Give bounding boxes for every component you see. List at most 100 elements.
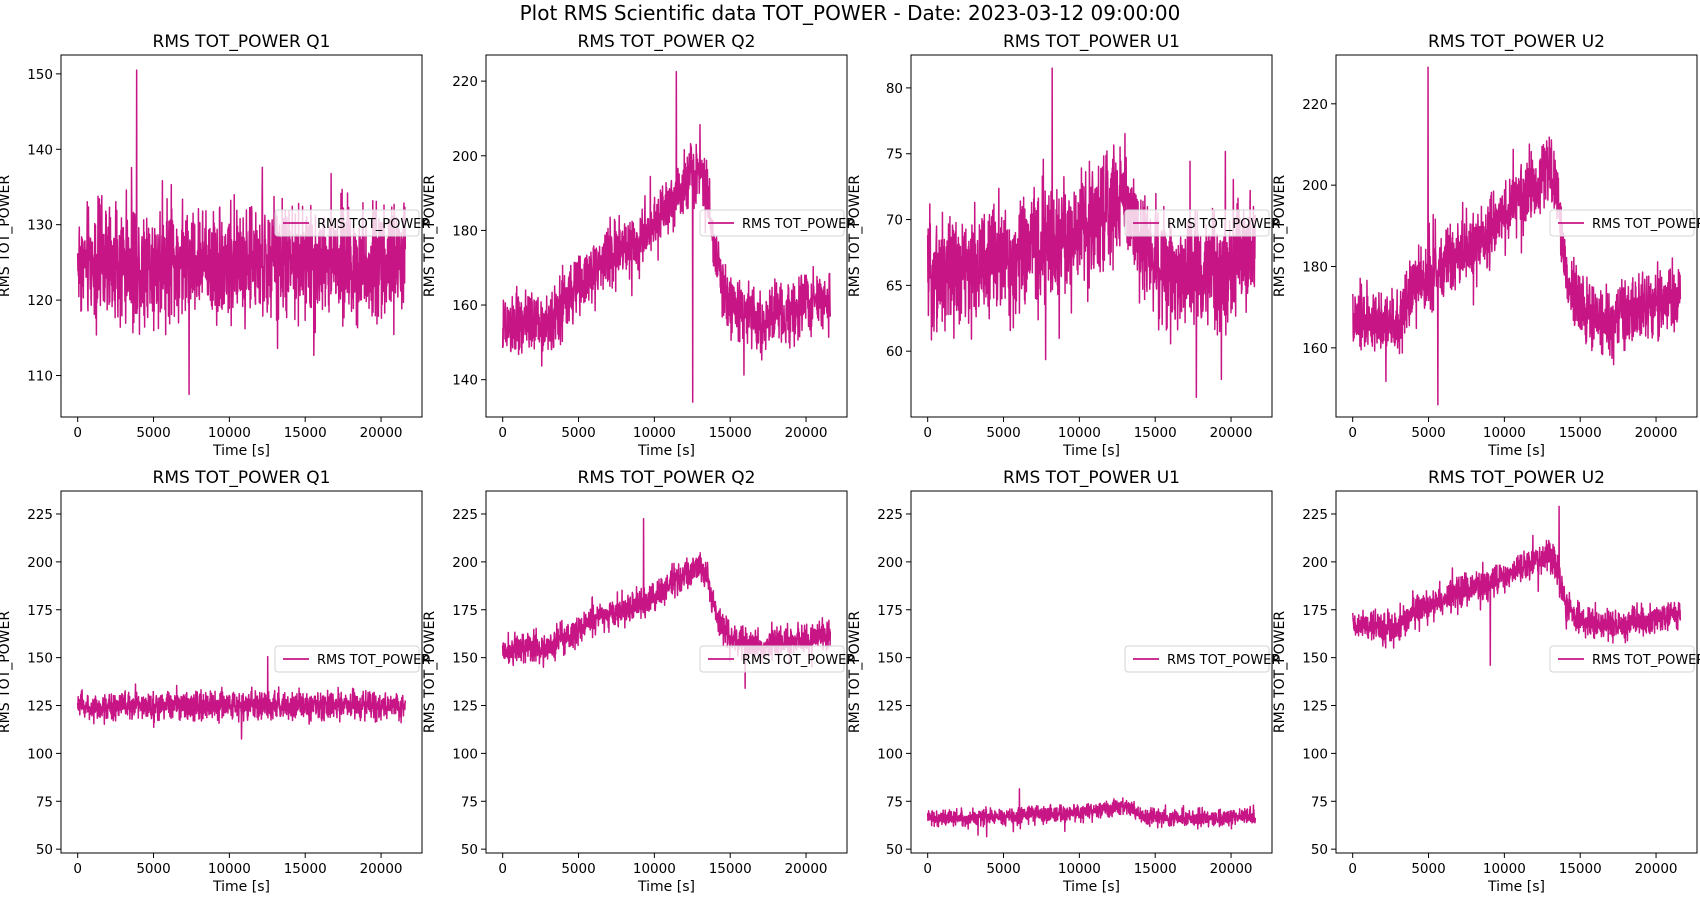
axes-frame [60,490,423,854]
legend-box [699,209,845,237]
x-tick-label: 15000 [1134,425,1177,441]
legend-label: RMS TOT_POWER [1592,653,1700,668]
x-tick-label: 10000 [1483,425,1526,441]
y-tick-label: 200 [452,149,478,165]
y-tick-label: 50 [1311,842,1328,858]
x-tick-label: 0 [923,425,932,441]
series-line [926,67,1257,398]
x-axis-label: Time [s] [637,879,695,895]
x-tick-label: 20000 [1210,425,1253,441]
y-tick-label: 100 [27,746,53,762]
y-tick-label: 200 [452,555,478,571]
y-tick-label: 150 [27,67,53,83]
x-tick-label: 10000 [633,425,676,441]
y-tick-label: 125 [27,699,53,715]
y-axis-label: RMS TOT_POWER [847,175,863,297]
chart-panel-2: RMS TOT_POWER Q2 0 5000 10000 15000 20000 140 1… [422,32,855,459]
axes-frame [60,54,423,418]
chart-panel-3: RMS TOT_POWER U1 0 5000 10000 15000 20000 60 65… [847,32,1280,459]
x-tick-label: 20000 [360,425,403,441]
x-tick-label: 5000 [1411,425,1445,441]
panel-title: RMS TOT_POWER Q1 [153,468,331,488]
y-axis-label: RMS TOT_POWER [1272,611,1288,733]
axes-frame [910,490,1273,854]
x-tick-label: 20000 [1210,861,1253,877]
series-line [76,69,407,396]
y-tick-label: 80 [886,81,903,97]
y-tick-label: 50 [36,842,53,858]
panel-title: RMS TOT_POWER Q2 [578,32,756,52]
x-tick-label: 0 [498,425,507,441]
legend-box [274,209,420,237]
x-tick-label: 10000 [208,425,251,441]
y-tick-label: 200 [27,555,53,571]
legend-label: RMS TOT_POWER [1592,217,1700,232]
y-tick-label: 75 [36,794,53,810]
y-tick-label: 200 [1302,178,1328,194]
x-tick-label: 15000 [1559,861,1602,877]
axes-frame [485,54,848,418]
x-tick-label: 0 [498,861,507,877]
x-axis-label: Time [s] [1487,879,1545,895]
axes-frame [1335,490,1698,854]
y-tick-label: 150 [877,651,903,667]
chart-panel-1: RMS TOT_POWER Q1 0 5000 10000 15000 20000 110 1… [0,32,430,459]
y-tick-label: 160 [452,298,478,314]
legend: RMS TOT_POWER [1549,209,1700,237]
y-tick-label: 50 [886,842,903,858]
chart-panel-7: RMS TOT_POWER U1 0 5000 10000 15000 20000 50 75… [847,468,1280,895]
y-tick-label: 130 [27,218,53,234]
y-tick-label: 220 [1302,97,1328,113]
y-tick-label: 60 [886,344,903,360]
y-tick-label: 175 [1302,603,1328,619]
y-tick-label: 50 [461,842,478,858]
legend-label: RMS TOT_POWER [317,217,430,232]
chart-panel-4: RMS TOT_POWER U2 0 5000 10000 15000 20000 160 1… [1272,32,1700,459]
y-axis-label: RMS TOT_POWER [422,175,438,297]
y-tick-label: 180 [1302,260,1328,276]
legend: RMS TOT_POWER [1124,645,1280,673]
x-tick-label: 5000 [561,425,595,441]
y-tick-label: 200 [1302,555,1328,571]
chart-panel-8: RMS TOT_POWER U2 0 5000 10000 15000 20000 50 75… [1272,468,1700,895]
x-tick-label: 20000 [785,425,828,441]
y-tick-label: 140 [27,142,53,158]
panel-title: RMS TOT_POWER U1 [1003,468,1180,488]
x-tick-label: 15000 [1559,425,1602,441]
panel-title: RMS TOT_POWER U2 [1428,468,1605,488]
axes-frame [910,54,1273,418]
chart-panel-6: RMS TOT_POWER Q2 0 5000 10000 15000 20000 50 75… [422,468,855,895]
x-tick-label: 20000 [360,861,403,877]
series-line [501,71,832,403]
x-tick-label: 15000 [284,425,327,441]
y-axis-label: RMS TOT_POWER [0,175,13,297]
x-axis-label: Time [s] [1062,879,1120,895]
y-tick-label: 125 [1302,699,1328,715]
y-tick-label: 75 [886,147,903,163]
y-tick-label: 150 [452,651,478,667]
panel-title: RMS TOT_POWER U1 [1003,32,1180,52]
y-axis-label: RMS TOT_POWER [0,611,13,733]
y-tick-label: 225 [452,507,478,523]
x-tick-label: 5000 [1411,861,1445,877]
x-tick-label: 10000 [1058,425,1101,441]
y-tick-label: 70 [886,213,903,229]
x-tick-label: 5000 [986,425,1020,441]
legend-label: RMS TOT_POWER [317,653,430,668]
legend: RMS TOT_POWER [1549,645,1700,673]
y-tick-label: 150 [27,651,53,667]
x-tick-label: 0 [73,425,82,441]
legend-label: RMS TOT_POWER [1167,653,1280,668]
series-line [76,655,407,740]
x-axis-label: Time [s] [1487,443,1545,459]
y-tick-label: 75 [461,794,478,810]
y-tick-label: 120 [27,293,53,309]
y-tick-label: 175 [27,603,53,619]
series-line [1351,66,1682,406]
legend: RMS TOT_POWER [274,209,430,237]
x-tick-label: 20000 [785,861,828,877]
x-tick-label: 20000 [1635,425,1678,441]
panel-title: RMS TOT_POWER Q2 [578,468,756,488]
y-tick-label: 150 [1302,651,1328,667]
x-axis-label: Time [s] [212,443,270,459]
